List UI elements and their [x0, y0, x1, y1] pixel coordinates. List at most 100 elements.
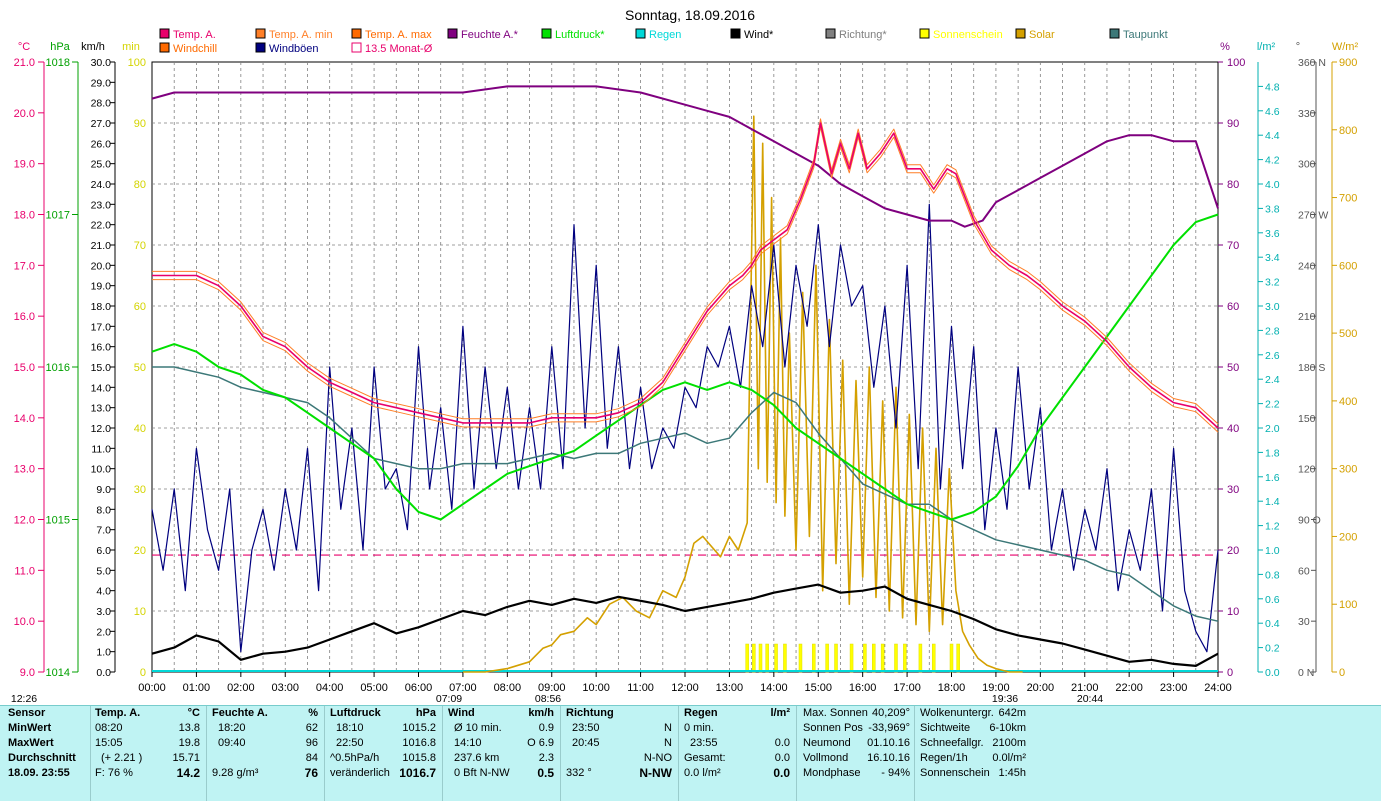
rain-tick-label: 0.6: [1265, 594, 1280, 606]
hum-max-value: 96: [305, 737, 318, 749]
x-tick-label: 14:00: [760, 682, 788, 694]
legend-entry: Regen: [649, 29, 681, 41]
legend-entry: Solar: [1029, 29, 1055, 41]
press-min-time: 18:10: [336, 722, 364, 734]
press-forecast: veränderlich: [330, 767, 390, 779]
extra-value: 0.0l/m²: [992, 752, 1026, 764]
legend-entry: Wind*: [744, 29, 774, 41]
x-tick-label: 16:00: [849, 682, 877, 694]
direction-tick-label: 120: [1298, 464, 1316, 476]
separator: [678, 706, 679, 801]
temp-tick-label: 12.0: [14, 515, 35, 527]
direction-tick-label: 30: [1298, 616, 1310, 628]
temp-unit: °C: [187, 707, 200, 719]
hum-min-time: 18:20: [218, 722, 246, 734]
rain-unit: l/m²: [770, 707, 790, 719]
x-tick-label: 20:00: [1027, 682, 1055, 694]
wind-tick-label: 11.0: [91, 443, 111, 455]
axis-unit-humidity: %: [1220, 41, 1230, 53]
summary-labels: Sensor MinWert MaxWert Durchschnitt 18.0…: [8, 706, 93, 781]
astro-label: Neumond: [803, 737, 851, 749]
rain-tick-label: 2.6: [1265, 350, 1280, 362]
temp-tick-label: 17.0: [14, 260, 35, 272]
press-max-time: 22:50: [336, 737, 364, 749]
wind-distance: 237.6 km: [454, 752, 500, 764]
rain-tick-label: 4.0: [1265, 179, 1280, 191]
chart-svg: Sonntag, 18.09.2016 Temp. A. Temp. A. min T…: [11, 7, 1359, 705]
sunshine-bar: [880, 643, 885, 673]
axis-unit-direction: °: [1296, 41, 1300, 53]
direction-column: Richtung 23:50 N 20:45 N N-NO 332 ° N-NW: [566, 706, 672, 781]
wind-max-time: 14:10: [454, 737, 482, 749]
rain-amount: 0.0 l/m²: [684, 767, 721, 779]
x-tick-label: 01:00: [183, 682, 211, 694]
pressure-tick-label: 1017: [46, 210, 70, 222]
x-tick-label: 08:00: [494, 682, 522, 694]
wind-tick-label: 6.0: [96, 545, 111, 557]
x-tick-label: 12:00: [671, 682, 699, 694]
solar-tick-label: 500: [1339, 328, 1357, 340]
wind-max-value: O 6.9: [527, 737, 554, 749]
wind-tick-label: 28.0: [91, 98, 112, 110]
x-tick-label: 03:00: [271, 682, 299, 694]
min-tick-label: 0: [140, 667, 146, 679]
solar-tick-label: 800: [1339, 125, 1357, 137]
wind-tick-label: 12.0: [91, 423, 112, 435]
temp-tick-label: 19.0: [14, 159, 35, 171]
humidity-tick-label: 60: [1227, 301, 1239, 313]
dewpoint-series-line: [152, 366, 1219, 622]
humidity-tick-label: 20: [1227, 545, 1239, 557]
solar-tick-label: 600: [1339, 260, 1357, 272]
wind-tick-label: 29.0: [91, 77, 112, 89]
wind-tick-label: 16.0: [91, 342, 112, 354]
direction-tick-label: 180 S: [1298, 362, 1325, 374]
wind-series-line: [151, 583, 1219, 668]
legend-entry: Taupunkt: [1123, 29, 1168, 41]
legend-swatch: [919, 28, 930, 39]
sunshine-bar: [918, 643, 923, 673]
humidity-series-line: [151, 85, 1219, 228]
extra-label: Schneefallgr.: [920, 737, 984, 749]
press-max-value: 1016.8: [402, 737, 436, 749]
rain-cur-value: 0.0: [773, 766, 790, 780]
wind-tick-label: 14.0: [91, 382, 112, 394]
sunshine-bar: [752, 643, 756, 673]
sun-moon-time-label: 08:56: [535, 693, 561, 705]
wind-tick-label: 8.0: [96, 504, 111, 516]
hum-avg-value: 84: [305, 752, 318, 764]
wind-column: Wind km/h Ø 10 min. 0.9 14:10 O 6.9 237.6 k…: [448, 706, 554, 781]
legend-swatch: [635, 28, 646, 39]
legend-entry: Temp. A.: [173, 29, 216, 41]
x-tick-label: 15:00: [804, 682, 832, 694]
wind-tick-label: 1.0: [96, 647, 111, 659]
temp-cur-value: 14.2: [176, 766, 200, 780]
separator: [914, 706, 915, 801]
rain-tick-label: 4.4: [1265, 130, 1280, 142]
humidity-column: Feuchte A.% 18:20 62 09:40 96 84 9.28 g/m³…: [212, 706, 318, 781]
dir-max-value: N: [664, 737, 672, 749]
legend-entry: Feuchte A.*: [461, 29, 519, 41]
axis-unit-wind: km/h: [81, 41, 105, 53]
press-avg-value: 1015.8: [402, 752, 436, 764]
sunshine-bar: [894, 643, 898, 673]
temp-min-value: 13.8: [178, 722, 200, 734]
min-tick-label: 80: [134, 179, 146, 191]
current-label: 18.09. 23:55: [8, 767, 70, 779]
sunshine-bar: [765, 643, 769, 673]
x-tick-label: 02:00: [227, 682, 255, 694]
wind-tick-label: 9.0: [96, 484, 111, 496]
wind-tick-label: 17.0: [91, 321, 112, 333]
min-tick-label: 100: [128, 57, 146, 69]
rain-tick-label: 2.4: [1265, 374, 1280, 386]
rain-tick-label: 2.2: [1265, 399, 1280, 411]
sun-moon-time-label: 20:44: [1077, 693, 1103, 705]
x-tick-label: 24:00: [1204, 682, 1232, 694]
rain-total-label: Gesamt:: [684, 752, 726, 764]
solar-series-line: [462, 115, 1023, 673]
wind-tick-label: 10.0: [91, 464, 112, 476]
wind-tick-label: 18.0: [91, 301, 112, 313]
temp-tick-label: 21.0: [14, 57, 35, 69]
solar-tick-label: 400: [1339, 396, 1357, 408]
extra-label: Regen/1h: [920, 752, 968, 764]
rain-tick-label: 3.8: [1265, 203, 1280, 215]
